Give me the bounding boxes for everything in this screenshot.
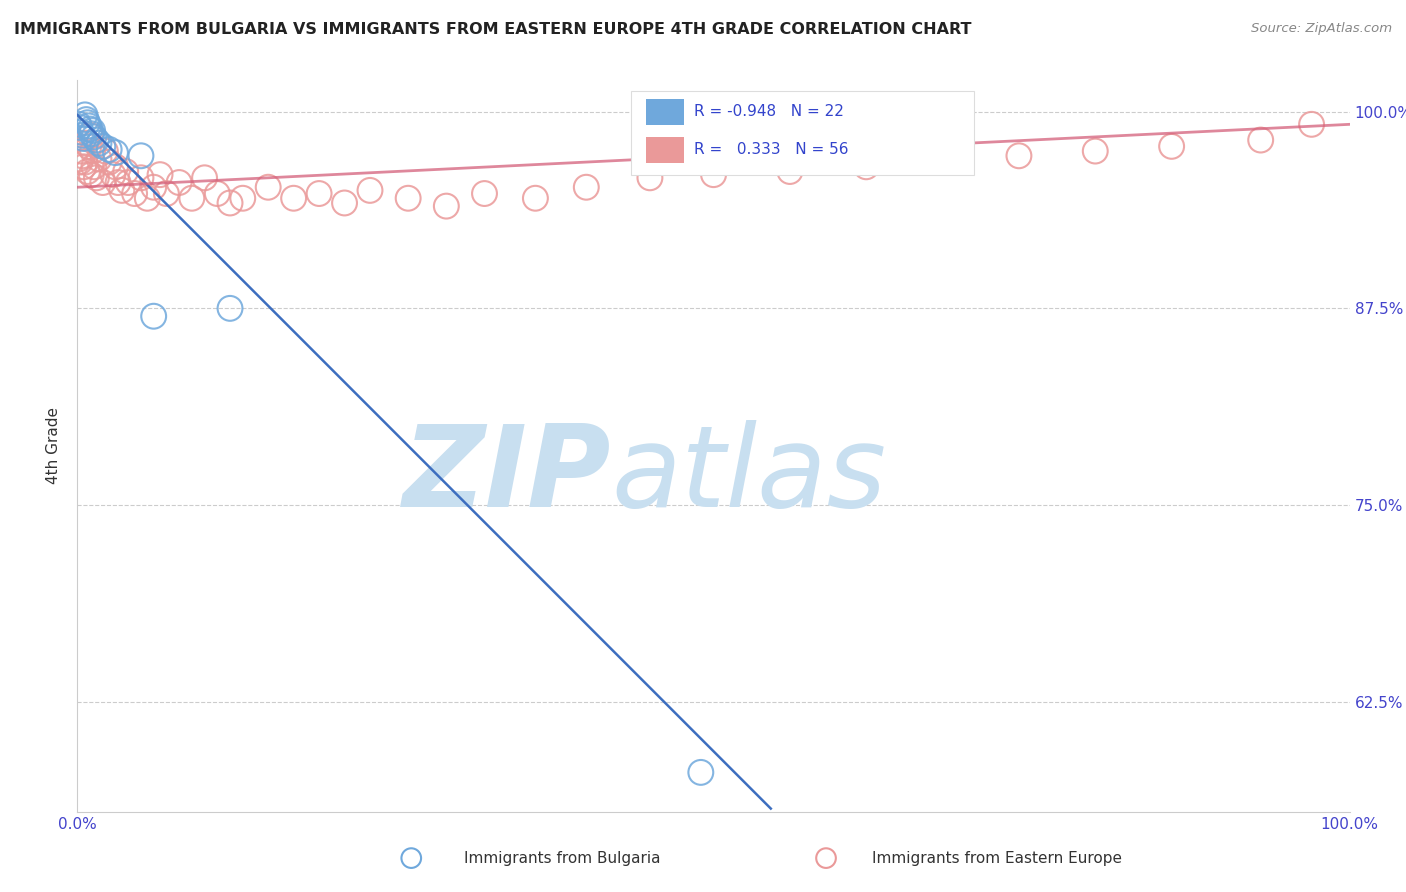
Bar: [631, 91, 974, 176]
Point: [257, 180, 280, 194]
Point: [396, 191, 419, 205]
Point: [931, 155, 953, 169]
Text: ZIP: ZIP: [404, 420, 612, 531]
Point: [83, 129, 105, 144]
Point: [575, 180, 598, 194]
Point: [86, 170, 108, 185]
Point: [76, 116, 98, 130]
Point: [94, 144, 117, 158]
Point: [98, 143, 121, 157]
Text: R =   0.333   N = 56: R = 0.333 N = 56: [695, 142, 849, 157]
Point: [308, 186, 330, 201]
Point: [359, 183, 381, 197]
Bar: [647, 137, 685, 163]
Point: [333, 196, 356, 211]
Point: [80, 168, 103, 182]
Point: [194, 170, 217, 185]
Point: [1160, 139, 1182, 153]
Point: [82, 123, 104, 137]
Point: [83, 160, 105, 174]
Point: [80, 127, 103, 141]
Text: Source: ZipAtlas.com: Source: ZipAtlas.com: [1251, 22, 1392, 36]
Point: [524, 191, 547, 205]
Text: Immigrants from Bulgaria: Immigrants from Bulgaria: [464, 851, 661, 865]
Point: [1301, 117, 1323, 131]
Point: [167, 176, 190, 190]
Point: [67, 152, 90, 166]
Point: [149, 168, 172, 182]
Y-axis label: 4th Grade: 4th Grade: [46, 408, 62, 484]
Point: [219, 301, 242, 316]
Text: IMMIGRANTS FROM BULGARIA VS IMMIGRANTS FROM EASTERN EUROPE 4TH GRADE CORRELATION: IMMIGRANTS FROM BULGARIA VS IMMIGRANTS F…: [14, 22, 972, 37]
Point: [69, 155, 91, 169]
Point: [67, 117, 90, 131]
Point: [180, 191, 202, 205]
Point: [129, 170, 152, 185]
Point: [779, 164, 801, 178]
Point: [70, 125, 93, 139]
Text: atlas: atlas: [612, 420, 887, 531]
Point: [1084, 144, 1107, 158]
Point: [98, 155, 121, 169]
Point: [638, 170, 661, 185]
Point: [73, 108, 96, 122]
Point: [86, 133, 108, 147]
Point: [142, 310, 165, 324]
Point: [232, 191, 254, 205]
Point: [401, 851, 423, 865]
Point: [87, 136, 110, 151]
Point: [136, 191, 159, 205]
Point: [434, 199, 457, 213]
Point: [689, 765, 711, 780]
Point: [70, 144, 93, 158]
Point: [104, 145, 127, 160]
Bar: [647, 99, 685, 125]
Point: [114, 164, 136, 178]
Point: [107, 176, 129, 190]
Point: [155, 186, 177, 201]
Point: [703, 168, 725, 182]
Point: [73, 155, 96, 169]
Point: [142, 180, 165, 194]
Point: [91, 139, 114, 153]
Point: [129, 149, 152, 163]
Point: [77, 139, 100, 153]
Point: [72, 149, 94, 163]
Point: [77, 119, 100, 133]
Point: [73, 131, 96, 145]
Text: Immigrants from Eastern Europe: Immigrants from Eastern Europe: [872, 851, 1122, 865]
Text: R = -0.948   N = 22: R = -0.948 N = 22: [695, 104, 845, 120]
Point: [111, 183, 134, 197]
Point: [101, 168, 124, 182]
Point: [91, 176, 114, 190]
Point: [79, 128, 101, 143]
Point: [75, 112, 97, 127]
Point: [117, 176, 139, 190]
Point: [219, 196, 242, 211]
Point: [87, 152, 110, 166]
Point: [79, 122, 101, 136]
Point: [283, 191, 305, 205]
Point: [124, 186, 146, 201]
Point: [75, 136, 97, 151]
Point: [73, 160, 96, 174]
Point: [815, 851, 838, 865]
Point: [69, 120, 91, 135]
Point: [207, 186, 229, 201]
Point: [76, 164, 98, 178]
Point: [72, 128, 94, 143]
Point: [82, 144, 104, 158]
Point: [474, 186, 496, 201]
Point: [855, 160, 877, 174]
Point: [1008, 149, 1031, 163]
Point: [1250, 133, 1272, 147]
Point: [104, 160, 127, 174]
